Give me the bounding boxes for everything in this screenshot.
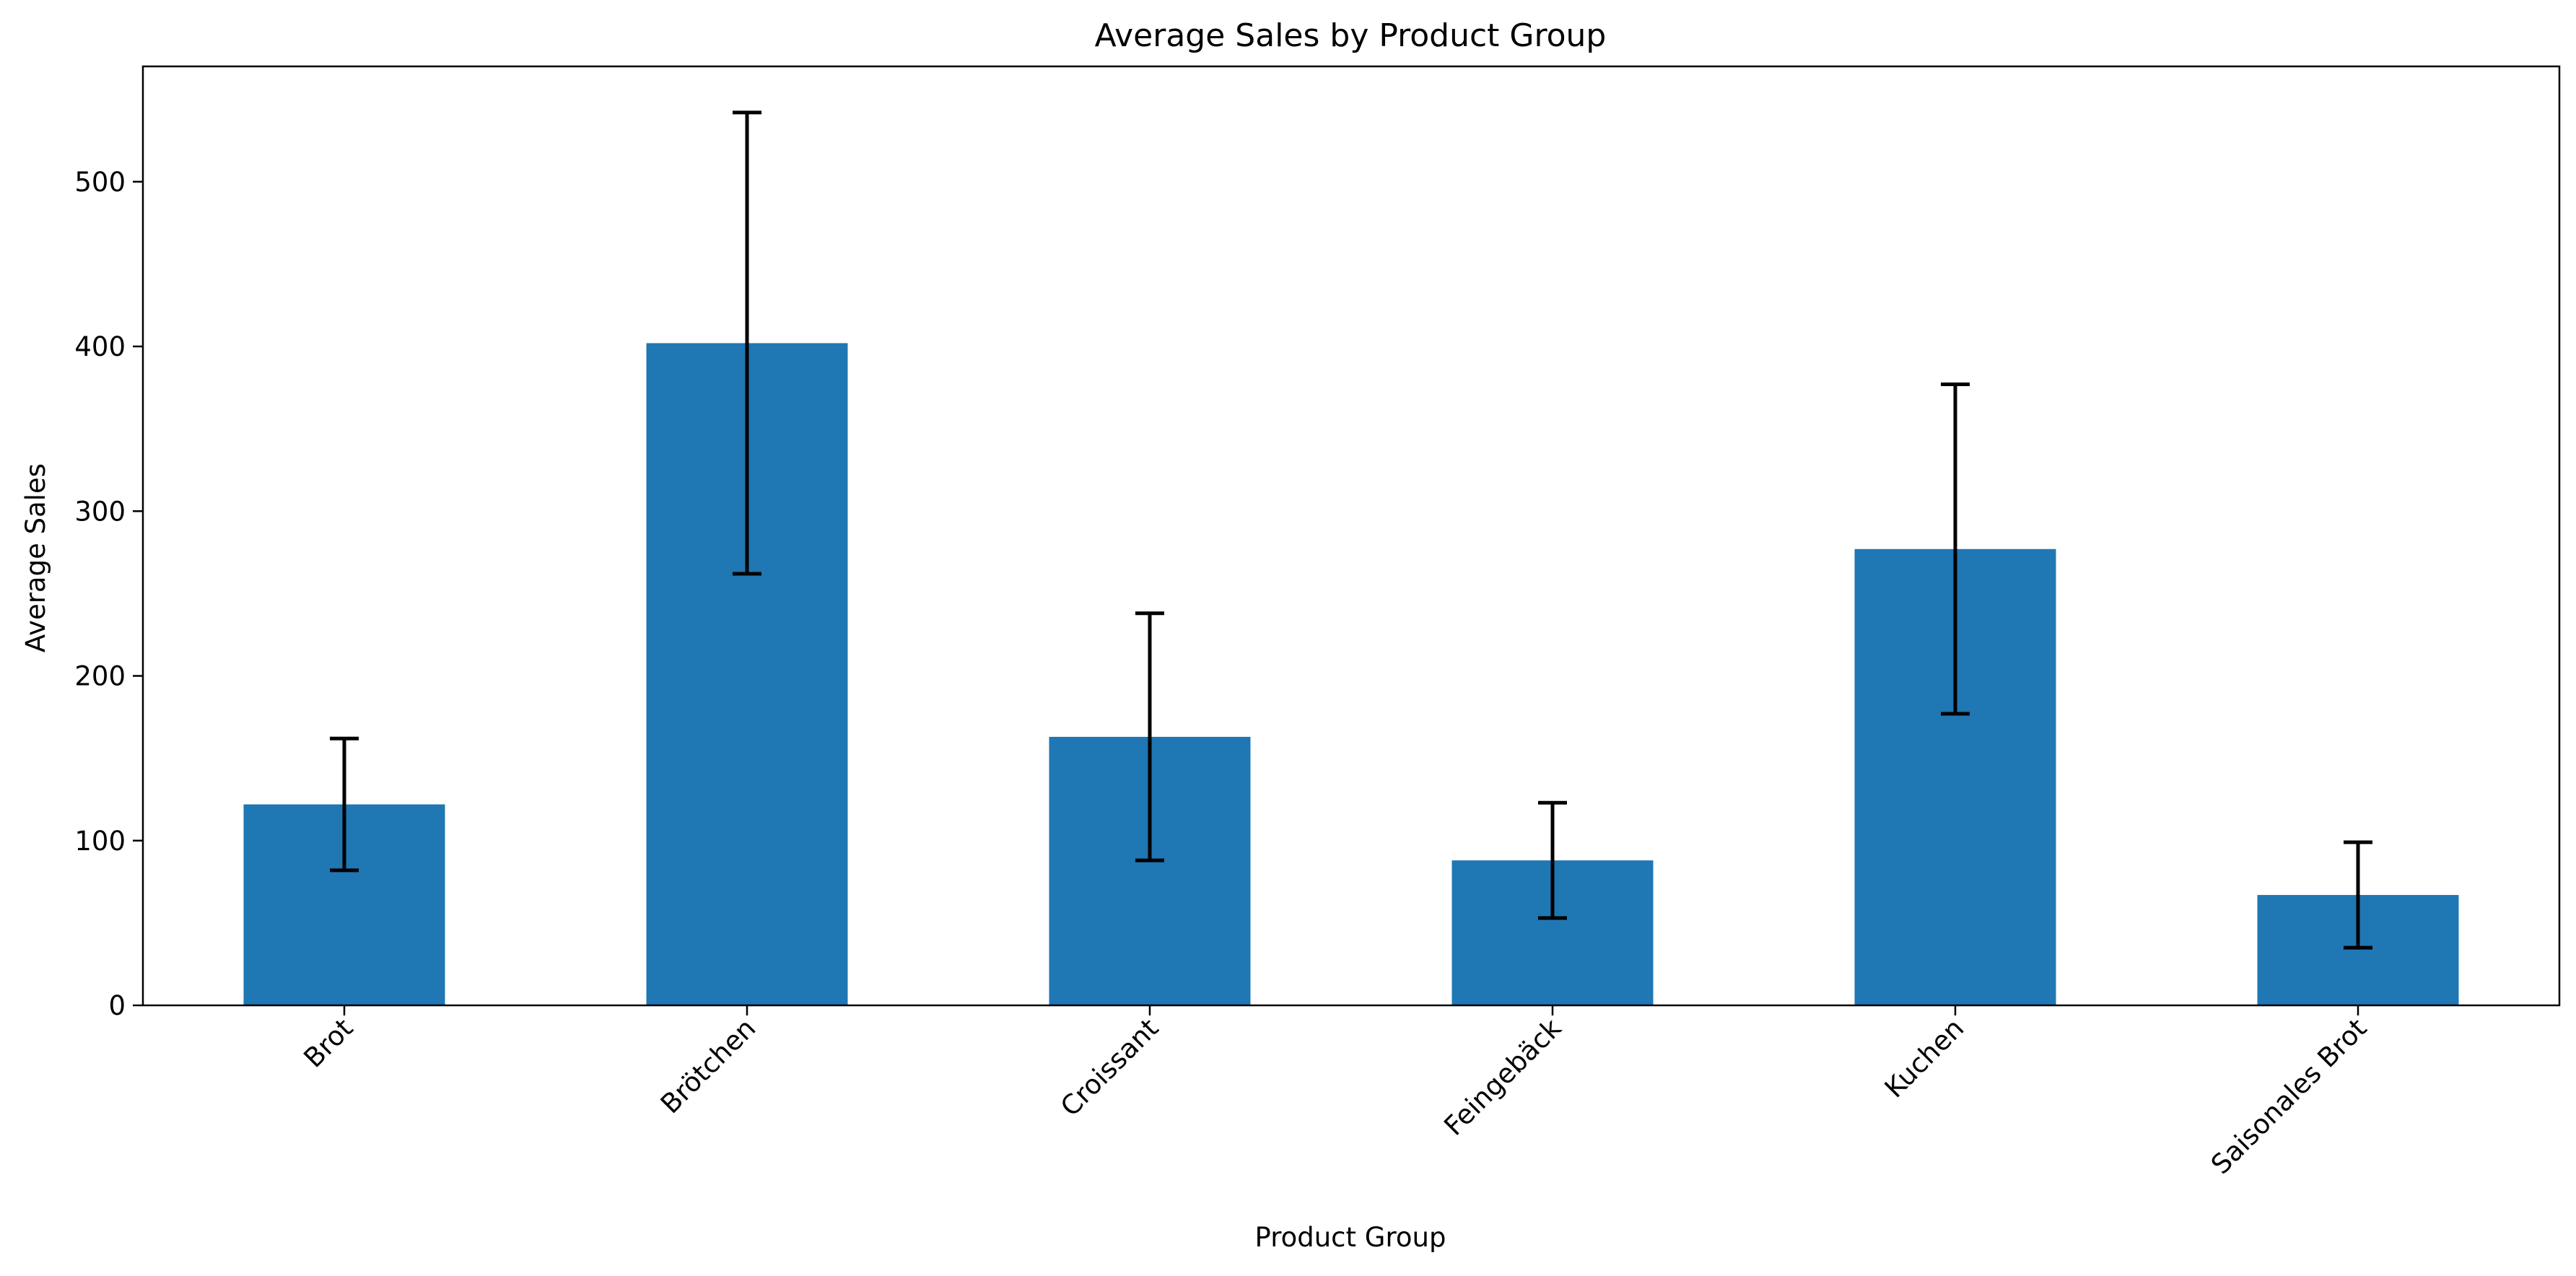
- x-tick-label: Brötchen: [655, 1013, 761, 1119]
- chart-title: Average Sales by Product Group: [1095, 17, 1607, 54]
- plot-area: Brot Brötchen Croissant Feingebäck Kuchen Sai…: [74, 65, 2561, 1180]
- axes-frame: [141, 65, 2561, 1007]
- y-tick-label: 400: [74, 331, 126, 362]
- y-tick-label: 300: [74, 496, 126, 527]
- x-tick-label: Saisonales Brot: [2205, 1013, 2372, 1180]
- y-tick-label: 0: [108, 990, 126, 1021]
- y-tick-label: 200: [74, 661, 126, 692]
- y-tick-label: 100: [74, 826, 126, 857]
- x-tick-label: Brot: [298, 1013, 359, 1074]
- x-tick-label: Croissant: [1055, 1013, 1164, 1122]
- x-tick-label: Feingebäck: [1438, 1013, 1568, 1142]
- x-tick-label: Kuchen: [1879, 1013, 1970, 1104]
- y-tick-label: 500: [74, 167, 126, 198]
- x-axis-label: Product Group: [1255, 1222, 1446, 1253]
- y-axis-label: Average Sales: [20, 463, 51, 652]
